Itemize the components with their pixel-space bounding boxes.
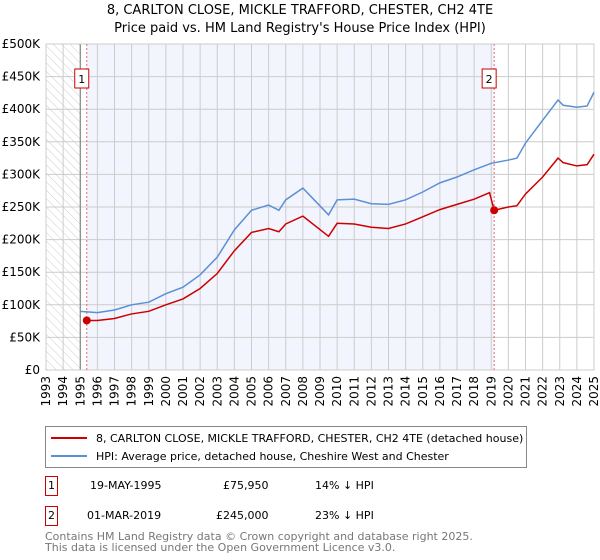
x-tick-label: 2014 (399, 376, 413, 407)
sale-annotation-box (74, 68, 90, 89)
sale-row: 1 19-MAY-1995 £75,950 14% ↓ HPI (45, 476, 465, 496)
x-tick-label: 2021 (519, 376, 533, 407)
sale-annotation-label: 1 (78, 73, 85, 86)
series-line (86, 153, 595, 322)
x-tick-label: 2009 (313, 376, 327, 407)
legend-item-hpi: HPI: Average price, detached house, Ches… (51, 448, 449, 464)
y-tick-label: £350K (2, 135, 42, 149)
chart-title: 8, CARLTON CLOSE, MICKLE TRAFFORD, CHEST… (0, 2, 600, 38)
legend-label: 8, CARLTON CLOSE, MICKLE TRAFFORD, CHEST… (96, 431, 524, 445)
x-tick-label: 2019 (484, 376, 498, 407)
x-tick-label: 2025 (587, 376, 600, 407)
x-tick-label: 2006 (262, 376, 276, 407)
x-tick-label: 2018 (467, 376, 481, 407)
sale-price: £245,000 (216, 509, 269, 522)
x-tick-label: 1999 (142, 376, 156, 407)
x-tick-label: 1995 (73, 376, 87, 407)
x-tick-label: 2011 (347, 376, 361, 407)
x-tick-label: 2017 (450, 376, 464, 407)
sale-point (490, 206, 499, 215)
x-tick-label: 2003 (210, 376, 224, 407)
sale-hpi-diff: 14% ↓ HPI (315, 479, 374, 492)
sale-point (82, 316, 91, 325)
legend-label: HPI: Average price, detached house, Ches… (96, 449, 449, 463)
y-tick-label: £300K (2, 167, 42, 181)
legend: 8, CARLTON CLOSE, MICKLE TRAFFORD, CHEST… (45, 426, 527, 468)
x-tick-label: 2022 (536, 376, 550, 407)
sale-row: 2 01-MAR-2019 £245,000 23% ↓ HPI (45, 506, 465, 526)
y-tick-label: £400K (2, 102, 42, 116)
x-tick-label: 2000 (159, 376, 173, 407)
title-line: 8, CARLTON CLOSE, MICKLE TRAFFORD, CHEST… (106, 3, 494, 18)
x-tick-label: 2004 (227, 376, 241, 407)
y-tick-label: £150K (2, 265, 42, 279)
x-tick-label: 1994 (56, 376, 70, 407)
sale-annotation-box (481, 68, 497, 89)
x-tick-label: 1996 (90, 376, 104, 407)
sale-price: £75,950 (223, 479, 269, 492)
x-tick-label: 2002 (193, 376, 207, 407)
sale-annotation-label: 2 (486, 73, 493, 86)
footer-line: This data is licensed under the Open Gov… (45, 541, 396, 554)
x-tick-label: 2001 (176, 376, 190, 407)
footer-line: Contains HM Land Registry data © Crown c… (45, 530, 473, 543)
x-tick-label: 2023 (553, 376, 567, 407)
sale-date: 01-MAR-2019 (87, 509, 162, 522)
blue-line-swatch (51, 455, 87, 457)
x-tick-label: 2013 (382, 376, 396, 407)
x-tick-label: 2012 (364, 376, 378, 407)
subtitle-line: Price paid vs. HM Land Registry's House … (114, 21, 486, 36)
x-tick-label: 1993 (39, 376, 53, 407)
y-tick-label: £0 (25, 363, 40, 377)
sale-marker: 2 (45, 506, 58, 526)
y-tick-label: £450K (2, 70, 42, 84)
sale-marker: 1 (45, 476, 58, 496)
x-tick-label: 1997 (108, 376, 122, 407)
x-tick-label: 2005 (245, 376, 259, 407)
red-line-swatch (51, 437, 87, 439)
y-tick-label: £50K (9, 330, 41, 344)
x-tick-label: 2016 (433, 376, 447, 407)
x-tick-label: 2020 (501, 376, 515, 407)
sale-date: 19-MAY-1995 (90, 479, 162, 492)
y-tick-label: £100K (2, 298, 42, 312)
series-line (80, 91, 595, 314)
sale-hpi-diff: 23% ↓ HPI (315, 509, 374, 522)
price-chart: 1993 1994 1995 1996 1997 1998 1999 2000 2001 2002… (2, 37, 600, 407)
x-tick-label: 2010 (330, 376, 344, 407)
y-tick-label: £200K (2, 233, 42, 247)
footer: Contains HM Land Registry data © Crown c… (45, 531, 473, 553)
y-tick-label: £250K (2, 200, 42, 214)
x-tick-label: 1998 (125, 376, 139, 407)
x-tick-label: 2007 (279, 376, 293, 407)
x-tick-label: 2008 (296, 376, 310, 407)
x-tick-label: 2024 (570, 376, 584, 407)
x-tick-label: 2015 (416, 376, 430, 407)
plot-border (45, 43, 595, 371)
legend-item-property: 8, CARLTON CLOSE, MICKLE TRAFFORD, CHEST… (51, 430, 523, 446)
y-tick-label: £500K (2, 37, 42, 51)
